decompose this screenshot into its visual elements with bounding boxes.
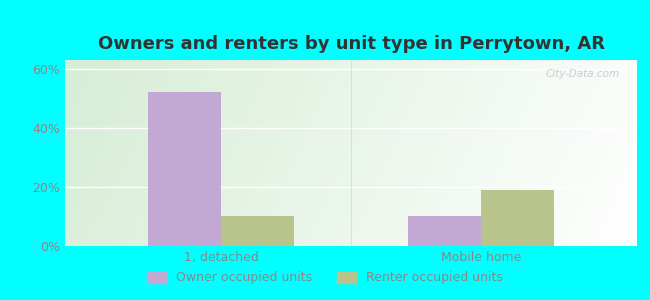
Bar: [481, 190, 554, 246]
Title: Owners and renters by unit type in Perrytown, AR: Owners and renters by unit type in Perry…: [98, 35, 604, 53]
Bar: [408, 217, 481, 246]
Bar: [148, 92, 221, 246]
Bar: [221, 217, 294, 246]
Text: City-Data.com: City-Data.com: [546, 69, 620, 79]
Legend: Owner occupied units, Renter occupied units: Owner occupied units, Renter occupied un…: [141, 265, 509, 291]
